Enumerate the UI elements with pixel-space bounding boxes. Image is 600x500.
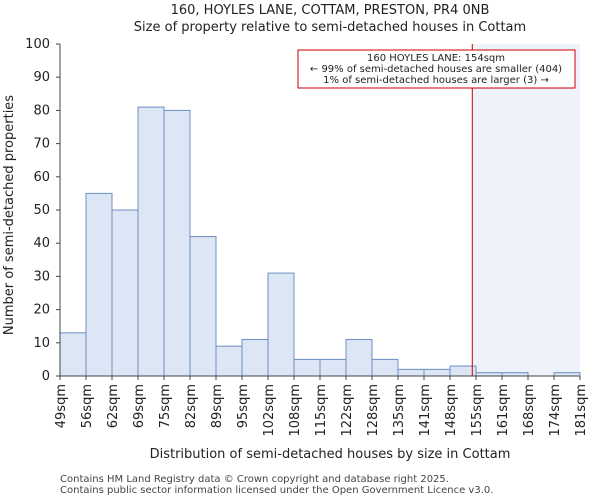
x-axis-label: Distribution of semi-detached houses by …	[150, 447, 511, 462]
x-tick-label: 115sqm	[314, 384, 329, 437]
y-tick-label: 20	[33, 303, 50, 318]
y-tick-label: 40	[33, 236, 50, 251]
x-tick-label: 161sqm	[496, 384, 511, 437]
bar-89sqm	[215, 345, 243, 377]
bar-82sqm	[189, 236, 217, 377]
x-tick-label: 95sqm	[236, 384, 251, 428]
footer-line-2: Contains public sector information licen…	[60, 485, 493, 496]
bar-56sqm	[85, 192, 113, 377]
y-tick-label: 50	[33, 203, 50, 218]
bar-49sqm	[59, 332, 87, 377]
x-tick-label: 122sqm	[340, 384, 355, 437]
annotation-line-1: 160 HOYLES LANE: 154sqm	[367, 53, 505, 64]
x-tick-label: 49sqm	[54, 384, 69, 428]
bar-95sqm	[241, 338, 269, 377]
bar-141sqm	[423, 368, 451, 377]
annotation-line-2: ← 99% of semi-detached houses are smalle…	[310, 64, 562, 75]
y-tick-label: 90	[33, 70, 50, 85]
x-tick-label: 174sqm	[548, 384, 563, 437]
bar-69sqm	[137, 106, 165, 377]
x-tick-label: 135sqm	[392, 384, 407, 437]
annotation-line-3: 1% of semi-detached houses are larger (3…	[323, 75, 549, 86]
y-tick-label: 80	[33, 103, 50, 118]
y-tick-label: 30	[33, 269, 50, 284]
chart-subtitle: Size of property relative to semi-detach…	[134, 20, 526, 35]
x-tick-label: 108sqm	[288, 384, 303, 437]
annotation-box	[297, 49, 576, 89]
x-tick-label: 168sqm	[522, 384, 537, 437]
x-tick-label: 75sqm	[158, 384, 173, 428]
bar-75sqm	[163, 109, 191, 377]
x-tick-label: 155sqm	[470, 384, 485, 437]
bar-135sqm	[397, 368, 425, 377]
x-tick-label: 82sqm	[184, 384, 199, 428]
x-tick-label: 102sqm	[262, 384, 277, 437]
x-tick-label: 141sqm	[418, 384, 433, 437]
y-axis-label: Number of semi-detached properties	[2, 95, 17, 335]
x-tick-label: 128sqm	[366, 384, 381, 437]
y-tick-label: 10	[33, 336, 50, 351]
x-tick-label: 62sqm	[106, 384, 121, 428]
y-tick-label: 70	[33, 137, 50, 152]
bar-122sqm	[345, 338, 373, 377]
y-tick-label: 0	[42, 369, 50, 384]
x-tick-label: 148sqm	[444, 384, 459, 437]
bar-102sqm	[267, 272, 295, 377]
x-tick-label: 69sqm	[132, 384, 147, 428]
larger-region-shade	[472, 44, 580, 376]
bar-62sqm	[111, 209, 139, 377]
x-tick-label: 181sqm	[574, 384, 589, 437]
x-tick-label: 89sqm	[210, 384, 225, 428]
bar-128sqm	[371, 358, 399, 377]
footer-line-1: Contains HM Land Registry data © Crown c…	[60, 474, 449, 485]
chart-title: 160, HOYLES LANE, COTTAM, PRESTON, PR4 0…	[171, 3, 490, 18]
bar-115sqm	[319, 358, 347, 377]
y-tick-label: 60	[33, 170, 50, 185]
y-tick-label: 100	[25, 37, 50, 52]
x-tick-label: 56sqm	[80, 384, 95, 428]
bar-108sqm	[293, 358, 321, 377]
